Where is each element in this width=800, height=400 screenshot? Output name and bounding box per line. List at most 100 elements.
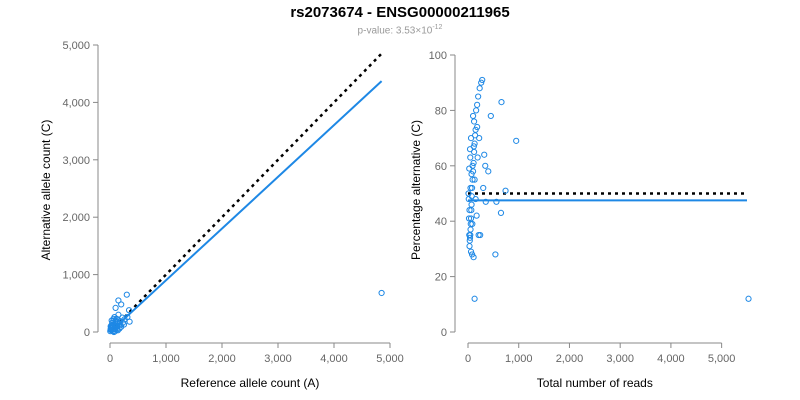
left-y-tick-label: 2,000	[62, 212, 90, 224]
right-data-point	[471, 140, 478, 147]
left-x-tick-label: 4,000	[320, 353, 348, 365]
right-data-point	[467, 248, 475, 255]
left-data-point	[108, 317, 115, 324]
right-data-point	[477, 231, 484, 239]
right-data-point	[485, 168, 492, 175]
right-x-axis-label: Total number of reads	[537, 376, 653, 390]
right-data-point	[481, 151, 488, 158]
left-x-tick-label: 2,000	[208, 353, 236, 365]
right-data-point	[478, 79, 485, 86]
left-x-tick-label: 1,000	[152, 353, 180, 365]
right-x-tick-label: 3,000	[606, 353, 634, 365]
left-y-tick-label: 4,000	[62, 97, 90, 109]
left-data-point	[110, 328, 118, 336]
right-x-tick-label: 5,000	[708, 353, 736, 365]
right-data-point	[476, 85, 483, 92]
right-data-point	[482, 162, 489, 169]
right-data-point	[469, 176, 476, 183]
left-data-point	[126, 318, 133, 325]
right-data-point	[466, 165, 473, 172]
right-data-point	[470, 118, 478, 125]
left-y-tick-label: 1,000	[62, 270, 90, 282]
left-y-tick-label: 0	[84, 327, 90, 339]
pvalue-text: p-value: 3.53×10	[357, 25, 433, 37]
chart-subtitle: p-value: 3.53×10-12	[0, 24, 800, 36]
left-x-tick-label: 0	[107, 353, 113, 365]
left-x-axis-label: Reference allele count (A)	[181, 376, 320, 390]
right-data-point	[474, 123, 481, 131]
right-x-tick-label: 2,000	[556, 353, 584, 365]
right-y-tick-label: 60	[435, 161, 447, 173]
right-data-point	[470, 143, 477, 150]
right-data-point	[469, 112, 477, 120]
right-x-tick-label: 0	[465, 353, 471, 365]
right-data-point	[470, 159, 477, 167]
left-data-point	[378, 289, 385, 297]
right-data-point	[502, 187, 509, 194]
right-data-point	[487, 112, 494, 120]
right-y-tick-label: 80	[435, 105, 447, 117]
right-data-point	[467, 154, 474, 161]
right-data-point	[467, 226, 474, 233]
right-data-point	[465, 190, 472, 197]
left-x-tick-label: 3,000	[264, 353, 292, 365]
left-data-point	[115, 297, 122, 304]
right-data-point	[493, 198, 500, 205]
right-data-point	[468, 201, 475, 208]
left-data-point	[112, 317, 119, 324]
left-data-point	[112, 304, 119, 311]
right-data-point	[475, 93, 482, 100]
left-data-point	[118, 301, 125, 308]
right-data-point	[473, 212, 480, 219]
left-data-point	[107, 323, 114, 330]
right-data-point	[466, 207, 473, 214]
left-y-axis-label: Alternative allele count (C)	[39, 120, 53, 261]
left-y-tick-label: 5,000	[62, 40, 90, 52]
left-data-point	[114, 327, 121, 334]
right-data-point	[473, 107, 480, 114]
right-data-point	[469, 220, 476, 228]
left-reference-line	[109, 52, 383, 333]
right-data-point	[466, 231, 473, 239]
right-data-point	[468, 171, 475, 178]
right-data-point	[468, 207, 475, 214]
right-data-point	[467, 184, 474, 192]
chart-title: rs2073674 - ENSG00000211965	[290, 4, 510, 21]
right-data-point	[482, 198, 489, 205]
right-data-point	[474, 101, 481, 108]
right-data-point	[466, 234, 474, 241]
left-x-tick-label: 5,000	[376, 353, 404, 365]
left-data-point	[120, 321, 128, 328]
right-data-point	[513, 137, 520, 144]
left-fit-line	[109, 80, 383, 333]
left-data-point	[125, 307, 133, 314]
right-y-axis-label: Percentage alternative (C)	[409, 120, 423, 260]
right-data-point	[471, 295, 478, 302]
right-data-point	[497, 209, 505, 216]
right-data-point	[492, 251, 499, 258]
left-data-point	[119, 314, 126, 321]
right-data-point	[472, 132, 479, 139]
right-x-tick-label: 1,000	[505, 353, 533, 365]
right-y-tick-label: 40	[435, 216, 447, 228]
right-data-point	[466, 243, 473, 250]
left-data-point	[116, 325, 123, 332]
right-y-tick-label: 20	[435, 272, 447, 284]
right-y-tick-label: 0	[441, 327, 447, 339]
right-data-point	[479, 76, 486, 84]
right-data-point	[465, 215, 473, 222]
right-x-tick-label: 4,000	[657, 353, 685, 365]
pvalue-exponent: -12	[432, 24, 443, 31]
right-y-tick-label: 100	[429, 50, 447, 62]
right-data-point	[480, 184, 487, 192]
left-y-tick-label: 3,000	[62, 155, 90, 167]
right-data-point	[471, 176, 478, 183]
right-data-point	[498, 98, 505, 106]
left-data-point	[123, 291, 130, 298]
right-data-point	[745, 295, 752, 302]
right-data-point	[472, 195, 479, 203]
right-data-point	[468, 251, 476, 258]
right-data-point	[474, 154, 481, 161]
right-data-point	[476, 135, 483, 142]
